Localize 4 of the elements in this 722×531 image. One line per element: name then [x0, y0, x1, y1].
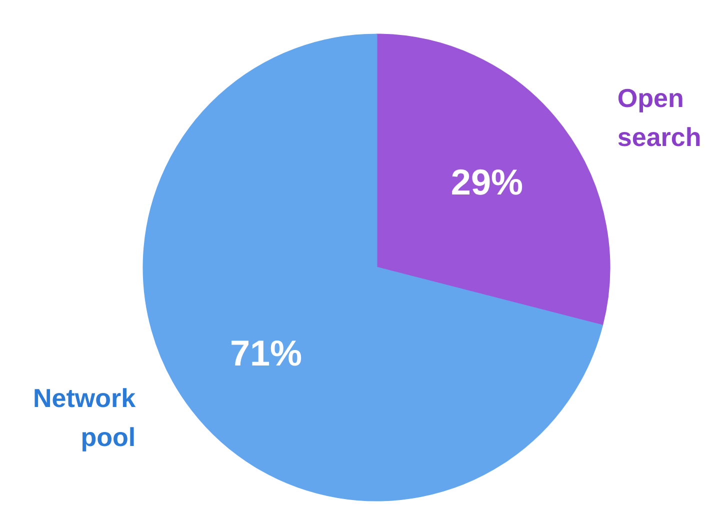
- data-label: 71%: [230, 332, 302, 374]
- slice-label: Open search: [617, 83, 702, 152]
- slice-label: Network pool: [32, 382, 136, 452]
- data-label: 29%: [450, 161, 523, 202]
